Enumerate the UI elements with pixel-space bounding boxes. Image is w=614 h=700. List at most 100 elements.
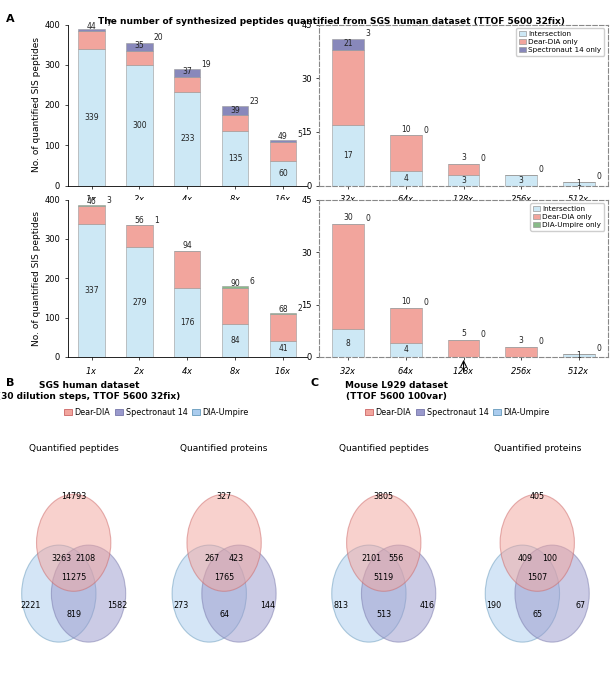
Text: 3: 3 <box>461 153 466 162</box>
Text: 556: 556 <box>388 554 403 564</box>
Text: 144: 144 <box>260 601 275 610</box>
Bar <box>270 141 296 162</box>
Text: A: A <box>6 14 15 24</box>
Bar <box>332 125 364 186</box>
Text: 1: 1 <box>154 216 158 225</box>
Text: 6: 6 <box>249 277 254 286</box>
Text: 46: 46 <box>87 197 96 206</box>
Text: 3: 3 <box>461 176 466 185</box>
Text: 273: 273 <box>173 601 188 610</box>
Text: 300: 300 <box>132 120 147 130</box>
Bar <box>222 324 248 357</box>
Bar <box>390 343 422 357</box>
Text: 405: 405 <box>530 492 545 501</box>
Text: 2101: 2101 <box>362 554 382 564</box>
Legend: Dear-DIA, Spectronaut 14, DIA-Umpire: Dear-DIA, Spectronaut 14, DIA-Umpire <box>362 405 553 420</box>
Bar <box>505 346 537 357</box>
Bar <box>174 77 200 92</box>
Bar <box>174 92 200 186</box>
Bar <box>126 65 153 186</box>
Bar <box>79 205 105 206</box>
Bar <box>79 224 105 357</box>
Text: 67: 67 <box>575 601 586 610</box>
Text: 327: 327 <box>217 492 231 501</box>
Text: 0: 0 <box>365 214 370 223</box>
Ellipse shape <box>21 545 96 642</box>
Text: 0: 0 <box>481 330 486 339</box>
Bar <box>563 354 595 357</box>
Text: 21: 21 <box>343 38 353 48</box>
Ellipse shape <box>202 545 276 642</box>
Bar <box>332 329 364 357</box>
Ellipse shape <box>332 545 406 642</box>
Text: 35: 35 <box>134 41 144 50</box>
Text: 0: 0 <box>423 126 428 134</box>
Text: 100: 100 <box>542 554 557 564</box>
Bar <box>79 49 105 186</box>
Bar <box>126 247 153 357</box>
Bar <box>79 206 105 224</box>
Bar <box>174 69 200 77</box>
Text: 68: 68 <box>278 304 288 314</box>
Text: 3: 3 <box>365 29 370 38</box>
Bar <box>448 164 480 175</box>
Text: 513: 513 <box>376 610 391 619</box>
Text: 0: 0 <box>538 165 543 174</box>
Text: 65: 65 <box>532 610 542 619</box>
Text: Mouse L929 dataset
(TTOF 5600 100var): Mouse L929 dataset (TTOF 5600 100var) <box>344 382 448 401</box>
Text: 5119: 5119 <box>374 573 394 582</box>
Text: 7: 7 <box>106 20 111 28</box>
Bar <box>126 50 153 65</box>
Text: SGS human dataset
(30 dilution steps, TTOF 5600 32fix): SGS human dataset (30 dilution steps, TT… <box>0 382 181 401</box>
Text: 423: 423 <box>228 554 244 564</box>
Text: 10: 10 <box>401 298 411 307</box>
Text: 190: 190 <box>486 601 502 610</box>
Text: 279: 279 <box>132 298 147 307</box>
Text: 1507: 1507 <box>527 573 547 582</box>
Bar <box>126 225 153 247</box>
Text: 44: 44 <box>87 22 96 31</box>
Ellipse shape <box>187 494 262 592</box>
Text: 0: 0 <box>596 172 601 181</box>
Y-axis label: No. of quantified SIS peptides: No. of quantified SIS peptides <box>33 211 41 346</box>
Text: 4: 4 <box>403 174 408 183</box>
Legend: Intersection, Dear-DIA only, DIA-Umpire only: Intersection, Dear-DIA only, DIA-Umpire … <box>530 203 604 231</box>
Title: Quantified proteins: Quantified proteins <box>181 444 268 453</box>
Bar <box>79 29 105 32</box>
Text: 2108: 2108 <box>76 554 96 564</box>
Text: 1: 1 <box>577 351 581 360</box>
Ellipse shape <box>172 545 246 642</box>
Text: 14793: 14793 <box>61 492 87 501</box>
Bar <box>448 340 480 357</box>
Text: 84: 84 <box>230 336 240 345</box>
Bar <box>174 288 200 357</box>
Text: C: C <box>310 378 318 388</box>
Text: 3263: 3263 <box>52 554 72 564</box>
Text: 4: 4 <box>403 346 408 354</box>
Text: 49: 49 <box>278 132 288 141</box>
Text: 10: 10 <box>401 125 411 134</box>
Text: 2221: 2221 <box>20 601 41 610</box>
Title: Quantified peptides: Quantified peptides <box>339 444 429 453</box>
Bar <box>270 314 296 341</box>
Title: Quantified peptides: Quantified peptides <box>29 444 119 453</box>
Bar <box>448 175 480 186</box>
Text: 0: 0 <box>481 154 486 163</box>
Text: 5: 5 <box>297 130 302 139</box>
Text: 17: 17 <box>343 150 353 160</box>
Text: 60: 60 <box>278 169 288 178</box>
Bar <box>222 288 248 324</box>
Text: 267: 267 <box>204 554 220 564</box>
Text: 20: 20 <box>154 34 163 43</box>
Text: 19: 19 <box>201 60 211 69</box>
Text: 1: 1 <box>577 179 581 188</box>
Text: 41: 41 <box>278 344 288 354</box>
Y-axis label: No. of quantified SIS peptides: No. of quantified SIS peptides <box>33 38 41 172</box>
Bar <box>332 224 364 329</box>
Bar <box>222 116 248 131</box>
Text: 94: 94 <box>182 241 192 251</box>
Bar <box>222 106 248 116</box>
Text: 30: 30 <box>343 214 353 223</box>
Text: B: B <box>6 378 15 388</box>
Ellipse shape <box>362 545 436 642</box>
